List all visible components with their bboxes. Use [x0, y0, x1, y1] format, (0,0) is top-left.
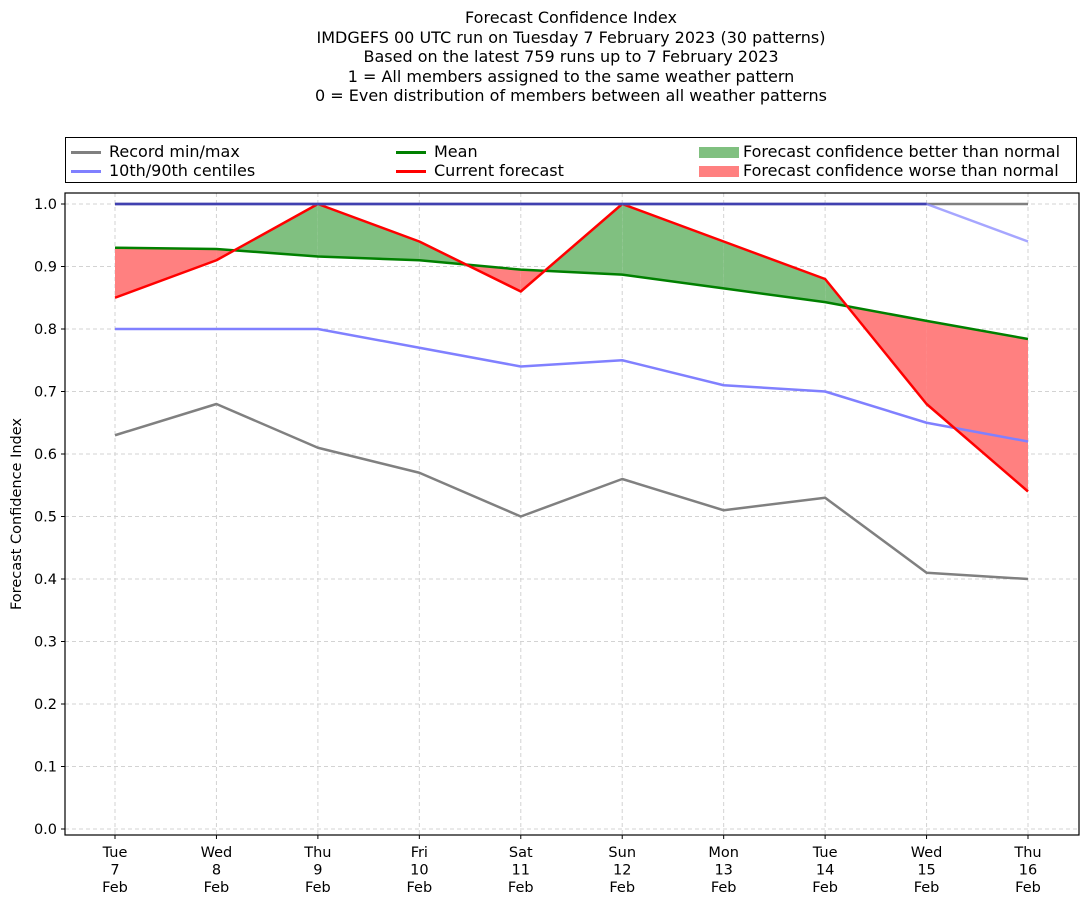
x-tick-label: Fri	[411, 845, 428, 861]
x-tick-label: Feb	[812, 880, 838, 896]
x-tick-label: 16	[1019, 863, 1037, 879]
title-line-3: Based on the latest 759 runs up to 7 Feb…	[363, 47, 779, 66]
legend-record-label: Record min/max	[109, 142, 240, 161]
series-90th-centile	[115, 202, 1029, 243]
x-tick-label: Mon	[708, 845, 739, 861]
x-tick-label: Feb	[914, 880, 940, 896]
x-tick-label: 11	[512, 863, 530, 879]
y-tick-label: 0.4	[34, 572, 57, 588]
x-tick-label: Sun	[608, 845, 636, 861]
x-tick-label: Wed	[201, 845, 233, 861]
legend-worse-swatch	[699, 166, 739, 177]
axes-frame	[64, 192, 1080, 836]
title-line-2: IMDGEFS 00 UTC run on Tuesday 7 February…	[316, 27, 826, 47]
x-tick-label: Wed	[911, 845, 943, 861]
x-tick-label: 13	[714, 863, 732, 879]
x-tick-label: Feb	[1015, 880, 1041, 896]
title-line-1: Forecast Confidence Index	[465, 8, 677, 27]
y-tick-label: 1.0	[34, 197, 57, 213]
fill-better-than-normal	[622, 204, 724, 289]
legend-centiles-label: 10th/90th centiles	[109, 161, 256, 180]
x-tick-label: Thu	[1013, 845, 1041, 861]
x-tick-label: Feb	[102, 880, 128, 896]
x-tick-label: 10	[410, 863, 428, 879]
x-tick-label: Tue	[102, 845, 128, 861]
y-tick-label: 0.9	[34, 260, 57, 276]
x-tick-label: Thu	[303, 845, 331, 861]
series-lines	[114, 202, 1029, 581]
legend-mean-swatch	[396, 151, 426, 154]
grid-lines	[65, 193, 1079, 835]
fill-worse-than-normal	[115, 247, 217, 298]
x-tick-label: 15	[917, 863, 935, 879]
legend-better-label: Forecast confidence better than normal	[743, 142, 1061, 161]
y-tick-label: 0.6	[34, 447, 57, 463]
confidence-fills	[115, 204, 1028, 492]
y-tick-label: 0.2	[34, 697, 57, 713]
series-record-min	[114, 402, 1029, 581]
fill-better-than-normal	[234, 204, 318, 257]
x-tick-label: Feb	[508, 880, 534, 896]
y-tick-label: 0.8	[34, 322, 57, 338]
x-tick-label: 12	[613, 863, 631, 879]
legend-mean-label: Mean	[434, 142, 478, 161]
legend-current-label: Current forecast	[434, 161, 564, 180]
y-axis-label: Forecast Confidence Index	[9, 418, 25, 610]
legend: Record min/max 10th/90th centiles Mean C…	[65, 137, 1077, 183]
x-tick-label: Feb	[406, 880, 432, 896]
legend-worse-label: Forecast confidence worse than normal	[743, 161, 1059, 180]
y-tick-label: 0.7	[34, 385, 57, 401]
series-mean	[114, 246, 1029, 341]
x-tick-label: 9	[313, 863, 322, 879]
title-line-5: 0 = Even distribution of members between…	[314, 86, 828, 105]
series-10th-centile	[115, 327, 1029, 443]
x-tick-label: Feb	[204, 880, 230, 896]
y-tick-label: 0.5	[34, 510, 57, 526]
x-tick-label: Feb	[609, 880, 635, 896]
x-tick-label: 7	[110, 863, 119, 879]
x-tick-label: Feb	[305, 880, 331, 896]
y-axis-ticks: 0.0 0.1 0.2 0.3 0.4 0.5 0.6 0.7 0.8 0.9 1.0	[34, 197, 65, 838]
x-tick-label: Tue	[812, 845, 838, 861]
x-tick-label: 14	[816, 863, 834, 879]
fill-better-than-normal	[723, 241, 826, 303]
legend-current-swatch	[396, 170, 426, 173]
title-line-4: 1 = All members assigned to the same wea…	[347, 66, 795, 86]
fill-worse-than-normal	[926, 320, 1028, 492]
y-tick-label: 0.0	[34, 822, 57, 838]
legend-better-swatch	[699, 147, 739, 158]
y-tick-label: 0.3	[34, 635, 57, 651]
series-current-forecast	[114, 202, 1029, 493]
x-tick-label: 8	[212, 863, 221, 879]
y-tick-label: 0.1	[34, 760, 57, 776]
x-tick-label: Feb	[711, 880, 737, 896]
x-tick-label: Sat	[509, 845, 533, 861]
chart-title: Forecast Confidence Index IMDGEFS 00 UTC…	[0, 8, 1092, 106]
legend-record-swatch	[71, 151, 101, 154]
fill-better-than-normal	[317, 204, 420, 261]
legend-centiles-swatch	[71, 170, 101, 173]
x-axis-ticks: Tue7FebWed8FebThu9FebFri10FebSat11FebSun…	[102, 835, 1042, 896]
